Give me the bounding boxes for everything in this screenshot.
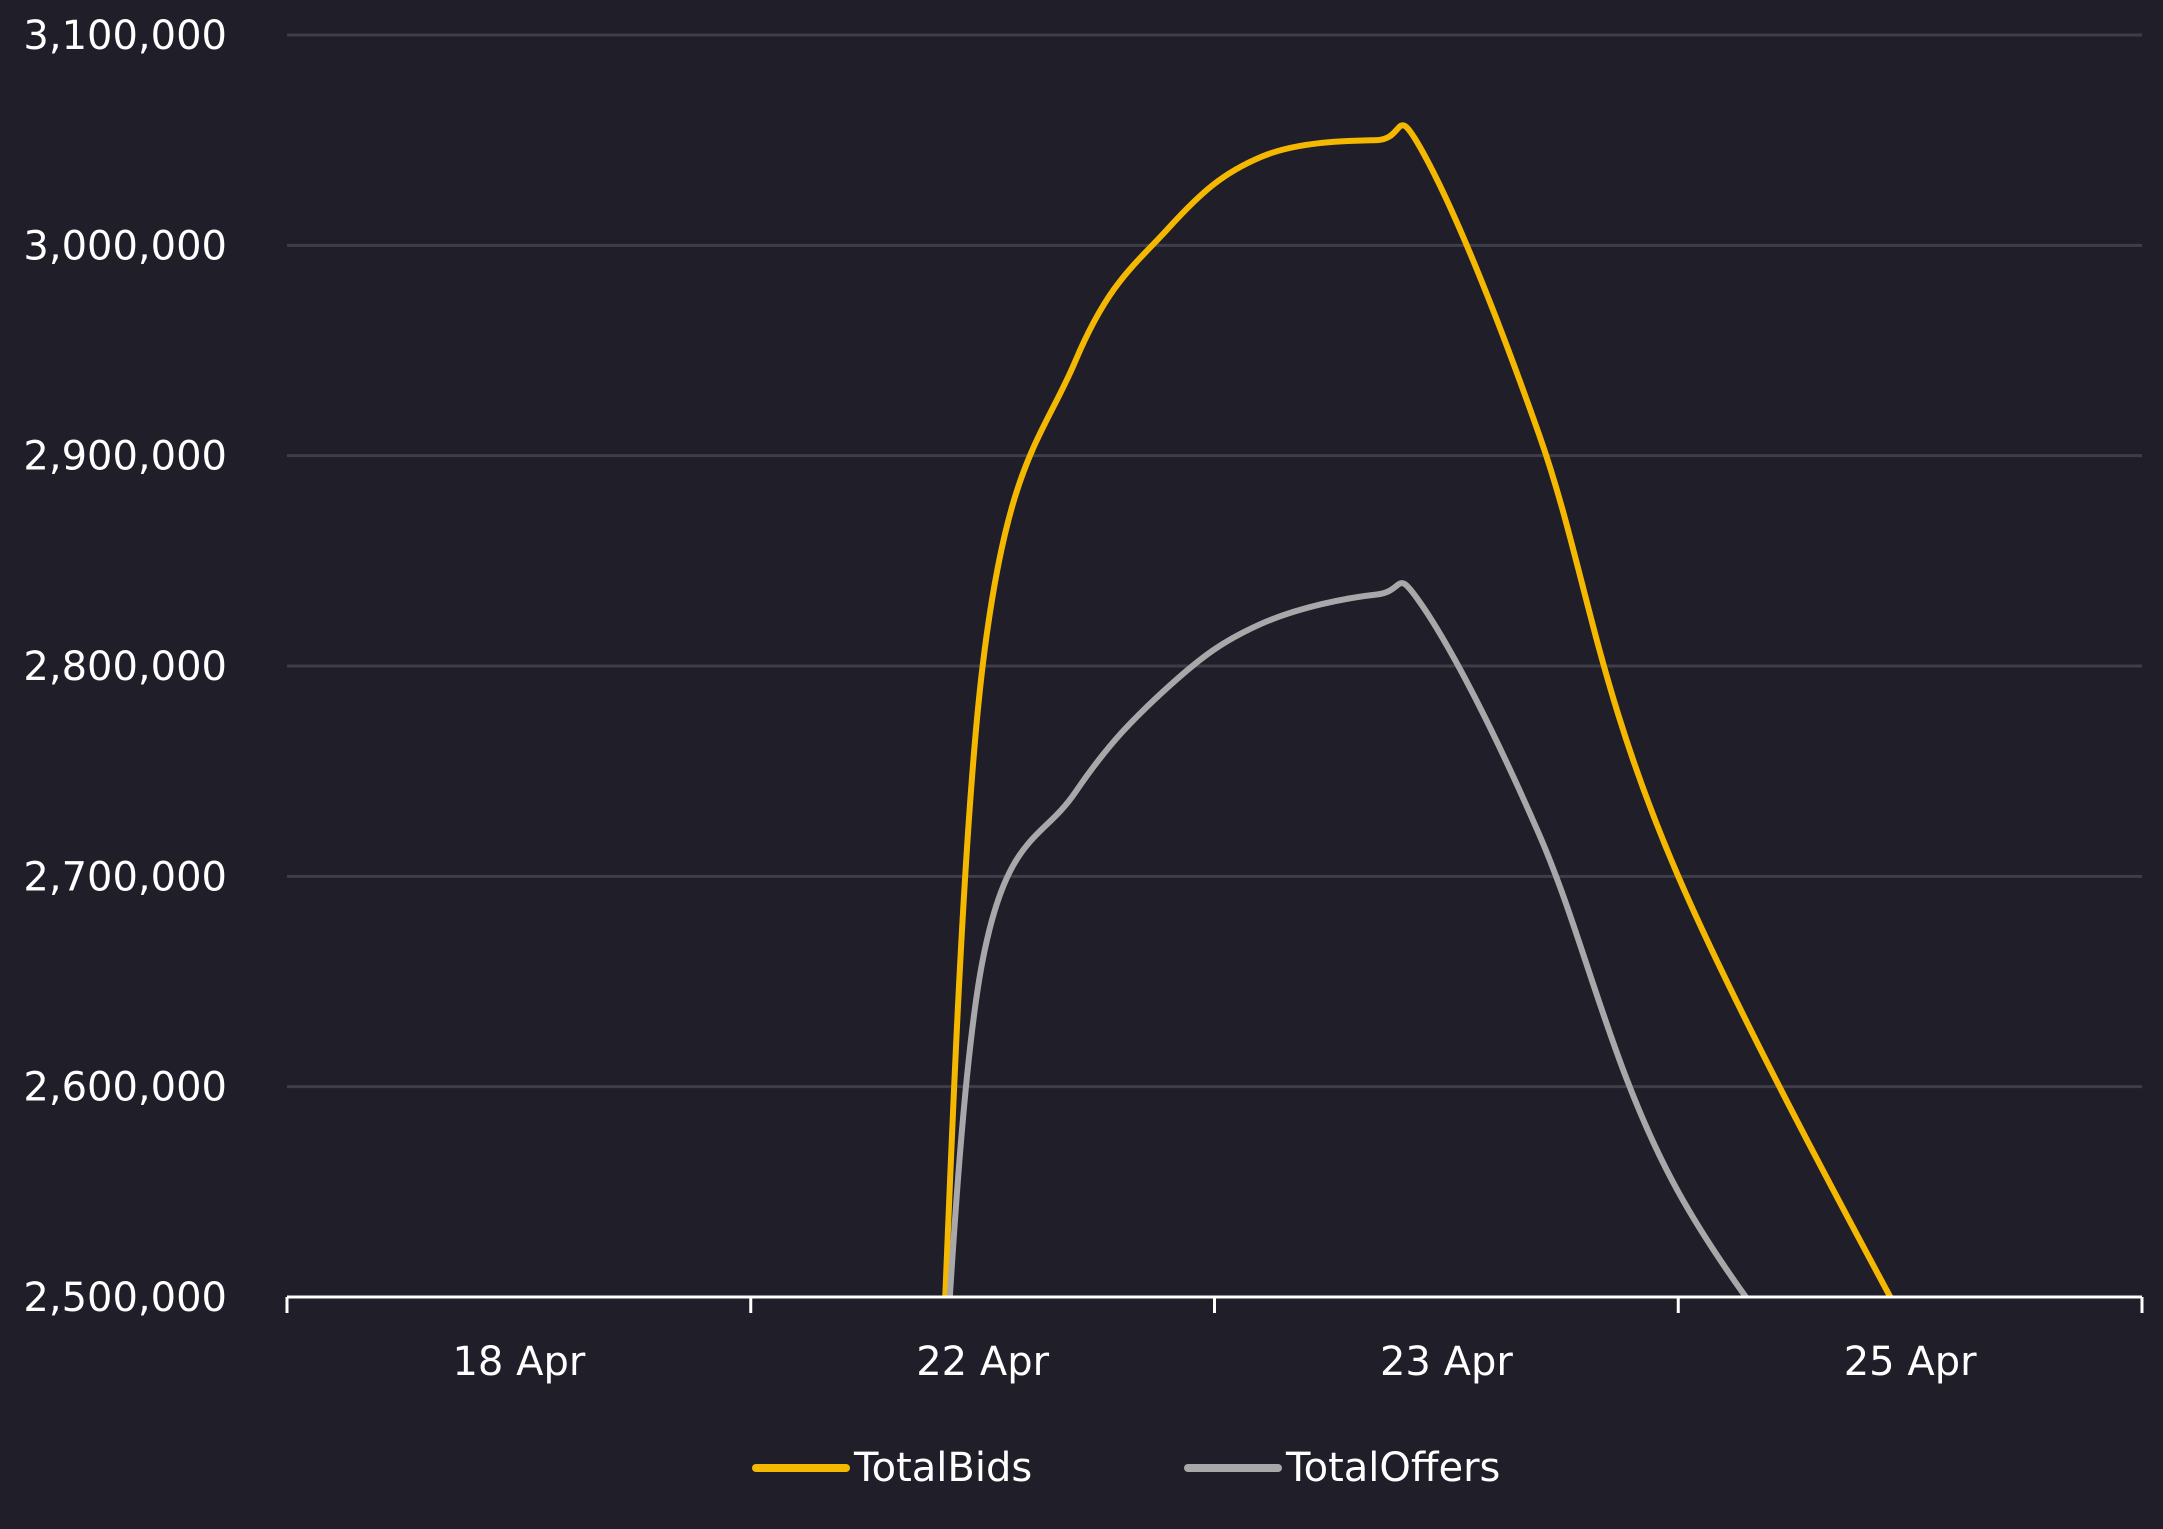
x-tick-label: 23 Apr (1380, 1339, 1513, 1385)
x-tick-label: 18 Apr (452, 1339, 585, 1385)
legend-label: TotalOffers (1285, 1445, 1500, 1491)
y-tick-label: 2,800,000 (23, 644, 227, 690)
series-line-totaloffers (946, 580, 1750, 1297)
legend: TotalBids TotalOffers (752, 1445, 1500, 1491)
y-tick-label: 3,000,000 (23, 223, 227, 269)
y-tick-label: 3,100,000 (23, 13, 227, 59)
series-layer (942, 122, 1894, 1297)
legend-item-totalbids: TotalBids (752, 1445, 1032, 1491)
x-axis-labels: 18 Apr 22 Apr 23 Apr 25 Apr (452, 1339, 1977, 1385)
legend-item-totaloffers: TotalOffers (1184, 1445, 1500, 1491)
y-tick-label: 2,600,000 (23, 1065, 227, 1111)
y-tick-label: 2,700,000 (23, 854, 227, 900)
series-line-totalbids (942, 122, 1894, 1297)
x-tick-label: 22 Apr (916, 1339, 1049, 1385)
legend-label: TotalBids (853, 1445, 1032, 1491)
y-tick-label: 2,900,000 (23, 434, 227, 480)
y-axis-labels: 2,500,000 2,600,000 2,700,000 2,800,000 2,90… (23, 13, 227, 1321)
grid (287, 33, 2142, 1089)
x-tick-label: 25 Apr (1844, 1339, 1977, 1385)
x-axis (285, 1295, 2144, 1313)
y-tick-label: 2,500,000 (23, 1275, 227, 1321)
